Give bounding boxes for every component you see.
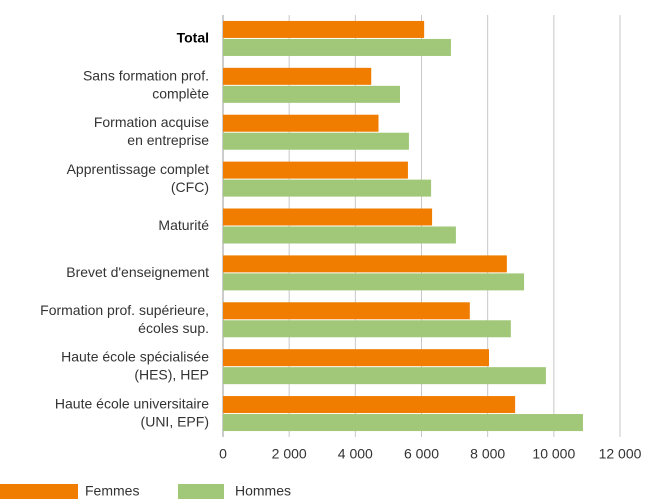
label-line: écoles sup. (138, 319, 209, 335)
legend-swatch (0, 484, 78, 499)
bar (223, 179, 432, 197)
label-line: Formation acquise (94, 114, 209, 130)
bar (223, 20, 425, 38)
bar (223, 85, 400, 103)
y-tick-label: Haute école universitaire (UNI, EPF) (55, 395, 209, 429)
bar (223, 396, 516, 414)
x-tick-label: 4 000 (338, 446, 373, 462)
bar (223, 255, 507, 273)
x-tick-label: 12 000 (599, 446, 642, 462)
bar (223, 132, 409, 150)
x-tick-label: 6 000 (404, 446, 439, 462)
label-line: Sans formation prof. (83, 67, 209, 83)
label-line: Formation prof. supérieure, (40, 301, 209, 317)
bar (223, 114, 379, 132)
y-tick-label: Total (177, 29, 209, 45)
label-line: complète (152, 85, 209, 101)
label-line: Total (177, 29, 209, 45)
y-tick-label: Formation prof. supérieure, écoles sup. (40, 301, 209, 335)
bar (223, 226, 456, 244)
label-line: (CFC) (171, 179, 209, 195)
bar (223, 208, 433, 226)
label-line: Brevet d'enseignement (66, 264, 209, 280)
legend-label: Hommes (235, 483, 291, 499)
x-tick-label: 2 000 (272, 446, 307, 462)
y-tick-label: Brevet d'enseignement (66, 264, 209, 280)
y-tick-label: Formation acquise en entreprise (94, 114, 209, 148)
label-line: (UNI, EPF) (141, 413, 209, 429)
label-line: en entreprise (127, 132, 209, 148)
bar (223, 349, 489, 367)
bar (223, 273, 525, 291)
bar (223, 161, 408, 179)
label-line: Haute école spécialisée (61, 348, 209, 364)
bar (223, 302, 470, 320)
bar (223, 67, 372, 85)
legend-swatch (178, 484, 224, 499)
label-line: Haute école universitaire (55, 395, 209, 411)
legend-label: Femmes (85, 483, 139, 499)
bar (223, 38, 451, 56)
label-line: Apprentissage complet (67, 161, 210, 177)
y-tick-label: Haute école spécialisée (HES), HEP (61, 348, 209, 382)
bar (223, 367, 546, 385)
x-tick-label: 0 (219, 446, 227, 462)
y-tick-label: Apprentissage complet (CFC) (67, 161, 210, 195)
x-tick-label: 8 000 (470, 446, 505, 462)
bar (223, 320, 511, 338)
bar (223, 414, 583, 432)
y-tick-label: Maturité (158, 217, 209, 233)
x-tick-label: 10 000 (532, 446, 575, 462)
label-line: (HES), HEP (134, 366, 209, 382)
label-line: Maturité (158, 217, 209, 233)
y-tick-label: Sans formation prof. complète (83, 67, 209, 101)
